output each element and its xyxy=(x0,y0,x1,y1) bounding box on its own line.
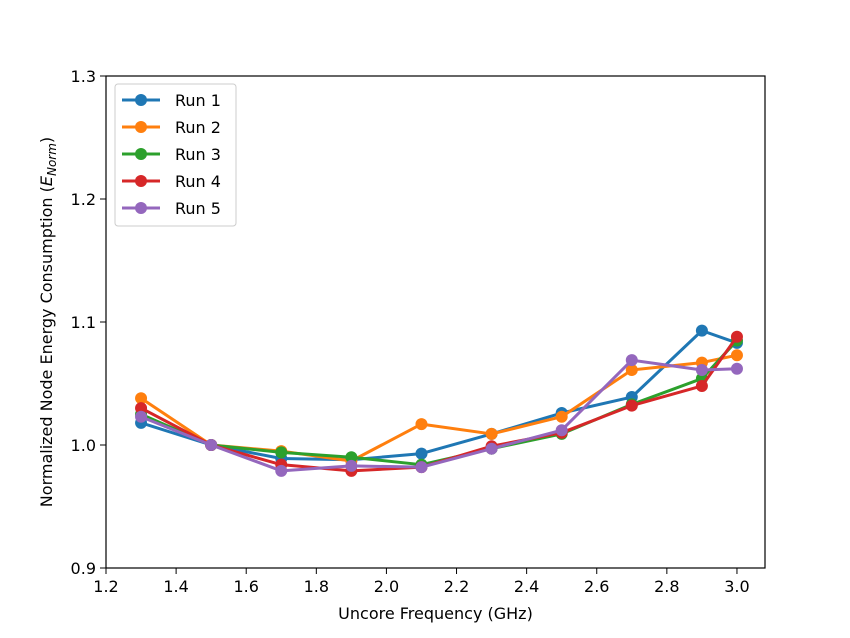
y-tick-label: 1.1 xyxy=(71,313,96,332)
y-axis-label-subscript: Norm xyxy=(45,143,59,176)
run-4-point xyxy=(730,330,743,343)
series-layer xyxy=(135,324,743,477)
run-4-point xyxy=(695,379,708,392)
series-run-5 xyxy=(135,354,743,477)
x-tick-label: 1.8 xyxy=(304,577,329,596)
x-tick-label: 2.0 xyxy=(374,577,399,596)
x-tick-label: 2.6 xyxy=(584,577,609,596)
run-2-point xyxy=(555,410,568,423)
run-5-point xyxy=(415,461,428,474)
run-5-point xyxy=(485,442,498,455)
run-5-point xyxy=(695,363,708,376)
y-tick-label: 1.0 xyxy=(71,436,96,455)
y-axis-label-variable: E xyxy=(37,175,56,186)
x-tick-label: 2.8 xyxy=(654,577,679,596)
run-5-point xyxy=(625,354,638,367)
y-axis-ticks: 0.9 1.0 1.1 1.2 1.3 xyxy=(71,67,106,578)
legend-label-run-1: Run 1 xyxy=(175,91,221,110)
run-5-point xyxy=(135,410,148,423)
y-tick-label: 1.2 xyxy=(71,190,96,209)
run-3-point xyxy=(275,446,288,459)
legend-label-run-3: Run 3 xyxy=(175,145,221,164)
x-tick-label: 3.0 xyxy=(724,577,749,596)
run-3-point xyxy=(345,451,358,464)
x-tick-label: 1.4 xyxy=(163,577,188,596)
run-5-point xyxy=(345,459,358,472)
run-4-point xyxy=(625,399,638,412)
run-5-line xyxy=(139,358,739,473)
y-axis-label-prefix: Normalized Node Energy Consumption ( xyxy=(37,186,56,507)
x-tick-label: 2.4 xyxy=(514,577,539,596)
x-tick-label: 2.2 xyxy=(444,577,469,596)
run-5-point xyxy=(730,362,743,375)
legend-marker-run-2 xyxy=(135,121,147,133)
run-5-point xyxy=(275,464,288,477)
run-5-point xyxy=(555,424,568,437)
legend-marker-run-5 xyxy=(135,202,147,214)
legend: Run 1 Run 2 Run 3 Run 4 Run 5 xyxy=(114,83,237,227)
run-2-point xyxy=(415,418,428,431)
y-tick-label: 1.3 xyxy=(71,67,96,86)
legend-marker-run-3 xyxy=(135,148,147,160)
run-2-point xyxy=(625,363,638,376)
run-2-point xyxy=(485,427,498,440)
legend-label-run-5: Run 5 xyxy=(175,199,221,218)
y-axis-label: Normalized Node Energy Consumption (ENor… xyxy=(37,137,59,507)
legend-marker-run-4 xyxy=(135,175,147,187)
y-tick-label: 0.9 xyxy=(71,559,96,578)
legend-box xyxy=(114,83,237,227)
run-5-point xyxy=(205,439,218,451)
legend-label-run-2: Run 2 xyxy=(175,118,221,137)
legend-label-run-4: Run 4 xyxy=(175,172,221,191)
run-2-point xyxy=(730,349,743,362)
x-axis-ticks: 1.2 1.4 1.6 1.8 2.0 2.2 2.4 2.6 2.8 3.0 xyxy=(93,568,750,596)
run-2-point xyxy=(135,392,148,405)
run-1-point xyxy=(415,447,428,460)
legend-marker-run-1 xyxy=(135,94,147,106)
x-axis-label: Uncore Frequency (GHz) xyxy=(338,604,533,623)
x-tick-label: 1.6 xyxy=(233,577,258,596)
run-1-point xyxy=(695,324,708,337)
x-tick-label: 1.2 xyxy=(93,577,118,596)
run-4-point xyxy=(135,402,148,415)
y-axis-label-suffix: ) xyxy=(37,137,56,143)
